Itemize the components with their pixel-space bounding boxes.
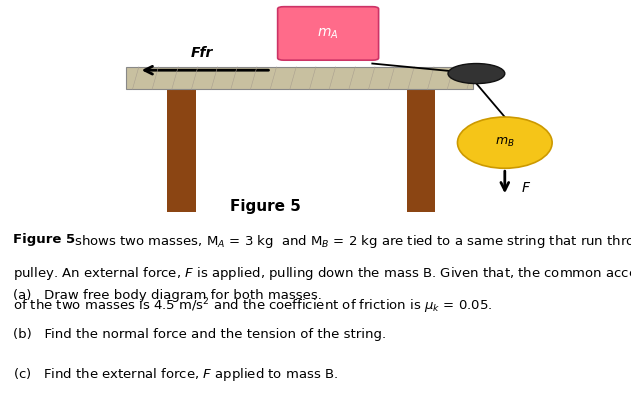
Text: of the two masses is 4.5 m/s$^2$ and the coefficient of friction is $\mu_k$ = 0.: of the two masses is 4.5 m/s$^2$ and the… [13,297,492,316]
Text: (b)   Find the normal force and the tension of the string.: (b) Find the normal force and the tensio… [13,328,386,341]
Text: $m_B$: $m_B$ [495,136,515,149]
Text: Ffr: Ffr [191,46,213,60]
Circle shape [448,64,505,84]
FancyBboxPatch shape [407,89,435,212]
Text: Figure 5: Figure 5 [13,233,74,246]
FancyBboxPatch shape [167,89,196,212]
Text: pulley. An external force, $F$ is applied, pulling down the mass B. Given that, : pulley. An external force, $F$ is applie… [13,265,631,282]
Text: Figure 5: Figure 5 [230,199,300,214]
Text: $m_A$: $m_A$ [317,26,339,41]
Text: (c)   Find the external force, $F$ applied to mass B.: (c) Find the external force, $F$ applied… [13,367,338,384]
Text: $F$: $F$ [521,181,531,195]
FancyBboxPatch shape [126,67,473,89]
Text: (a)   Draw free body diagram for both masses.: (a) Draw free body diagram for both mass… [13,289,322,302]
Text: shows two masses, M$_A$ = 3 kg  and M$_B$ = 2 kg are tied to a same string that : shows two masses, M$_A$ = 3 kg and M$_B$… [70,233,631,250]
FancyBboxPatch shape [278,7,379,60]
Ellipse shape [457,117,552,168]
